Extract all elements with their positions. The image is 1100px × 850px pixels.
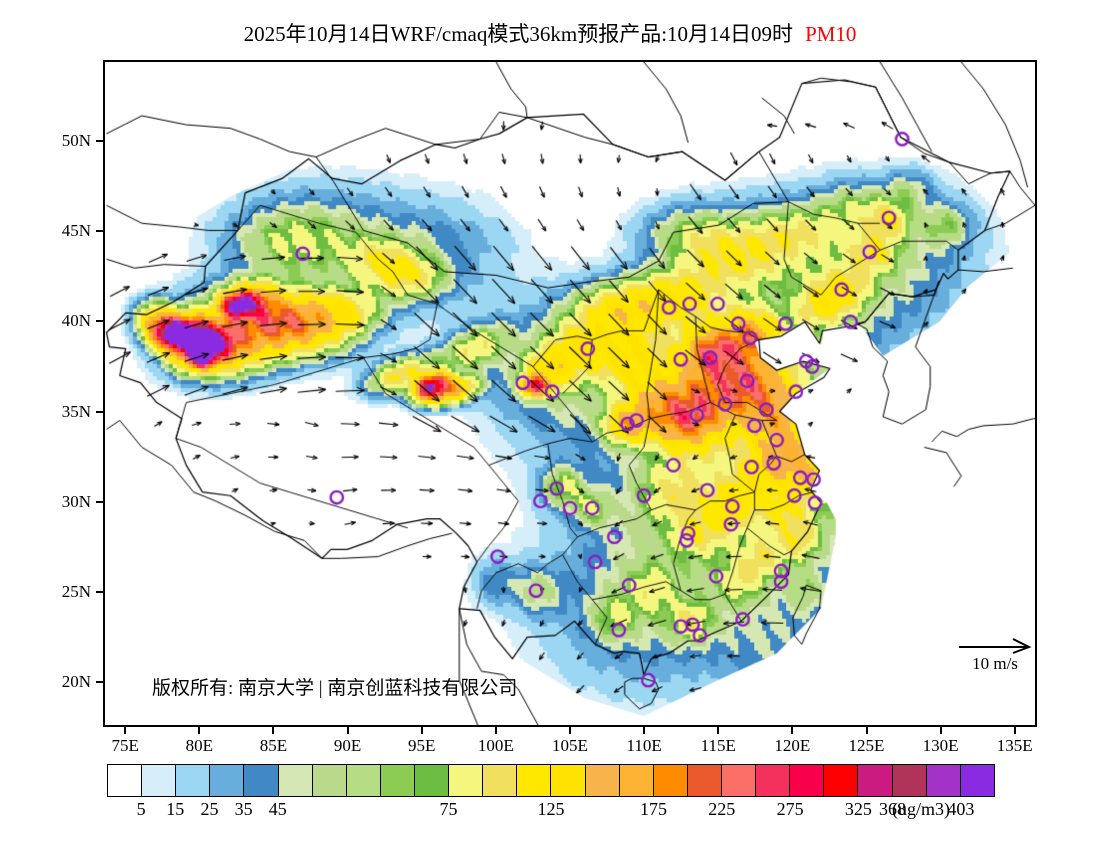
x-axis-tick	[643, 727, 646, 734]
colorbar-swatch	[926, 765, 961, 796]
x-axis-label: 100E	[477, 736, 514, 755]
x-axis-label: 110E	[626, 736, 662, 755]
x-axis-tick	[272, 727, 275, 734]
y-axis-tick	[96, 680, 103, 683]
y-axis-label: 50N	[61, 131, 91, 151]
x-axis-tick	[124, 727, 127, 734]
colorbar-swatch	[414, 765, 450, 796]
colorbar-tick-label: 45	[268, 799, 287, 819]
x-axis-tick	[569, 727, 571, 734]
y-axis-tick	[96, 500, 103, 503]
colorbar-swatch	[244, 765, 279, 796]
colorbar-tick-label: 5	[136, 799, 146, 819]
colorbar-swatch	[278, 765, 313, 796]
x-axis-label: 105E	[552, 736, 588, 755]
colorbar-swatch	[824, 765, 859, 796]
colorbar-swatch	[108, 765, 143, 796]
copyright-watermark: 版权所有: 南京大学 | 南京创蓝科技有限公司	[152, 678, 518, 699]
colorbar-swatch	[790, 765, 825, 796]
colorbar-swatch	[517, 765, 552, 796]
x-axis-label: 120E	[774, 736, 811, 755]
colorbar-swatch	[142, 765, 177, 796]
x-axis-tick	[717, 727, 720, 734]
colorbar-swatch	[380, 765, 415, 796]
y-axis-label: 25N	[61, 581, 91, 601]
colorbar-swatch	[619, 765, 654, 796]
colorbar-swatch	[210, 765, 245, 796]
x-axis-tick	[791, 727, 794, 734]
map-concentration-canvas	[105, 62, 1035, 725]
x-axis-label: 80E	[185, 736, 214, 755]
x-axis-tick	[939, 727, 942, 734]
x-axis-label: 130E	[922, 736, 959, 755]
colorbar-tick-label: 35	[234, 799, 253, 819]
title-species-label: PM10	[805, 22, 857, 46]
colorbar-swatch	[585, 765, 620, 796]
x-axis-tick	[198, 727, 201, 734]
x-axis-label: 95E	[408, 736, 436, 755]
colorbar-swatch	[858, 765, 893, 796]
y-axis-label: 30N	[61, 491, 91, 511]
wind-scale-label: 10 m/s	[972, 654, 1018, 673]
colorbar-tick-label: 15	[166, 799, 185, 819]
colorbar-swatch	[312, 765, 347, 796]
map-plot-frame	[103, 60, 1037, 727]
colorbar-swatch	[687, 765, 722, 796]
wind-arrow-icon	[959, 638, 1032, 654]
y-axis-tick	[96, 320, 103, 323]
colorbar-tick-label: 175	[639, 799, 667, 819]
y-axis-tick	[96, 230, 103, 233]
colorbar-tick-label: 25	[200, 799, 219, 819]
colorbar-tick-label: 368	[879, 799, 907, 819]
colorbar-swatch	[449, 765, 484, 796]
y-axis-label: 40N	[61, 311, 91, 331]
x-axis-label: 90E	[333, 736, 362, 755]
colorbar-legend: 5 15 25 35 45 75 125 175 225 275 325 368 403	[107, 764, 995, 819]
colorbar-tick-label: 75	[439, 799, 458, 819]
colorbar-tick-label: 325	[844, 799, 872, 819]
y-axis-label: 45N	[61, 221, 91, 241]
colorbar-swatch	[176, 765, 211, 796]
colorbar-swatch	[346, 765, 381, 796]
colorbar-tick-label: 125	[537, 799, 565, 819]
chart-title: 2025年10月14日WRF/cmaq模式36km预报产品:10月14日09时 P…	[0, 18, 1100, 48]
x-axis-tick	[494, 727, 497, 734]
x-axis-label: 75E	[111, 736, 139, 755]
colorbar-swatches	[107, 764, 995, 797]
y-axis-label: 20N	[61, 671, 91, 691]
colorbar-tick-label: 403	[947, 799, 975, 819]
y-axis-label: 35N	[61, 401, 91, 421]
title-main-text: 2025年10月14日WRF/cmaq模式36km预报产品:10月14日09时	[243, 22, 794, 46]
y-axis-tick	[96, 590, 103, 593]
x-axis-label: 135E	[996, 736, 1033, 755]
x-axis-tick	[865, 727, 868, 734]
y-axis-tick	[96, 410, 103, 413]
x-axis-tick	[1013, 727, 1016, 734]
y-axis-tick	[96, 140, 103, 143]
x-axis-label: 125E	[848, 736, 885, 755]
colorbar-swatch	[653, 765, 688, 796]
colorbar-swatch	[960, 765, 994, 796]
colorbar-swatch	[721, 765, 757, 796]
colorbar-tick-label: 225	[708, 799, 736, 819]
x-axis-tick	[346, 727, 349, 734]
x-axis-label: 85E	[259, 736, 288, 755]
x-axis-label: 115E	[700, 736, 736, 755]
colorbar-swatch	[483, 765, 518, 796]
colorbar-swatch	[756, 765, 791, 796]
colorbar-units-label: (ug/m3)	[892, 799, 950, 819]
colorbar-tick-label: 275	[776, 799, 804, 819]
x-axis-tick	[420, 727, 423, 734]
colorbar-swatch	[892, 765, 927, 796]
colorbar-swatch	[551, 765, 586, 796]
wind-scale-key: 10 m/s	[955, 636, 1035, 674]
